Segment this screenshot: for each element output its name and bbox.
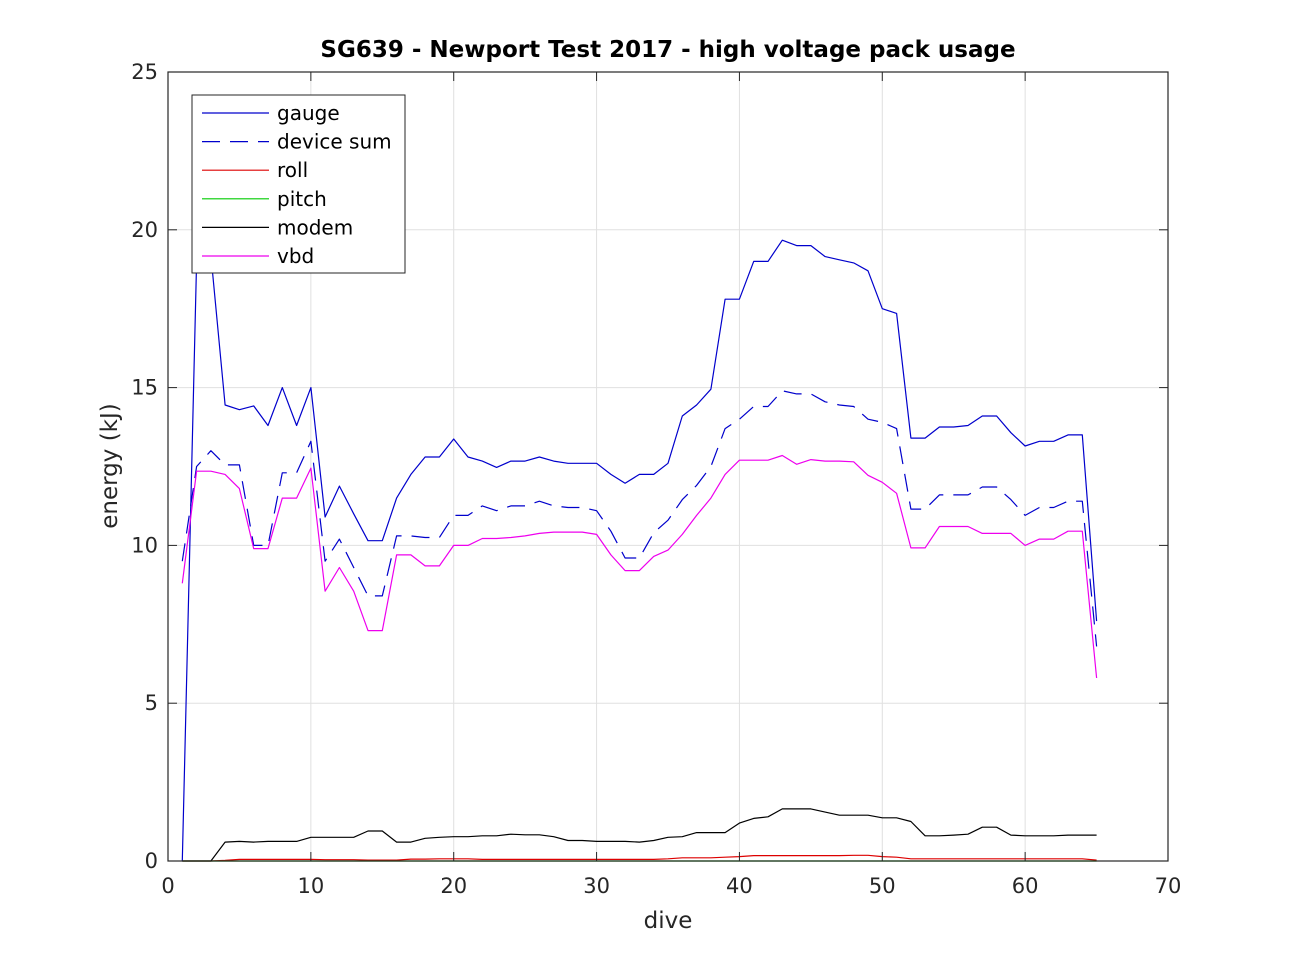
x-tick-label: 30 [583,874,610,898]
x-tick-label: 0 [161,874,174,898]
x-tick-label: 20 [440,874,467,898]
y-tick-label: 5 [145,691,158,715]
y-tick-label: 0 [145,849,158,873]
legend-label: gauge [277,101,340,125]
y-axis-label: energy (kJ) [97,403,123,529]
x-tick-label: 50 [869,874,896,898]
y-tick-label: 25 [131,60,158,84]
ticks: 0 10 20 30 40 50 60 70 0 5 10 15 20 25 [131,60,1181,898]
legend-label: pitch [277,187,327,211]
series-line-device-sum [181,390,1098,647]
legend-label: modem [277,215,353,239]
series-line-modem [182,808,1097,862]
y-tick-label: 20 [131,218,158,242]
x-tick-label: 10 [297,874,324,898]
series-line-vbd [181,454,1098,679]
plot-frame [167,71,1169,862]
legend-label: roll [277,158,308,182]
x-tick-label: 40 [726,874,753,898]
x-tick-label: 70 [1155,874,1182,898]
y-tick-label: 15 [131,376,158,400]
x-tick-label: 60 [1012,874,1039,898]
legend-label: device sum [277,130,392,154]
series-line-gauge [181,239,1098,862]
y-tick-label: 10 [131,533,158,557]
x-axis-label: dive [644,908,693,934]
legend: gauge device sum roll pitch modem vbd [191,94,406,274]
legend-label: vbd [277,244,314,268]
chart-title: SG639 - Newport Test 2017 - high voltage… [320,37,1015,63]
series-line-roll [182,854,1097,862]
legend-box [191,94,406,274]
